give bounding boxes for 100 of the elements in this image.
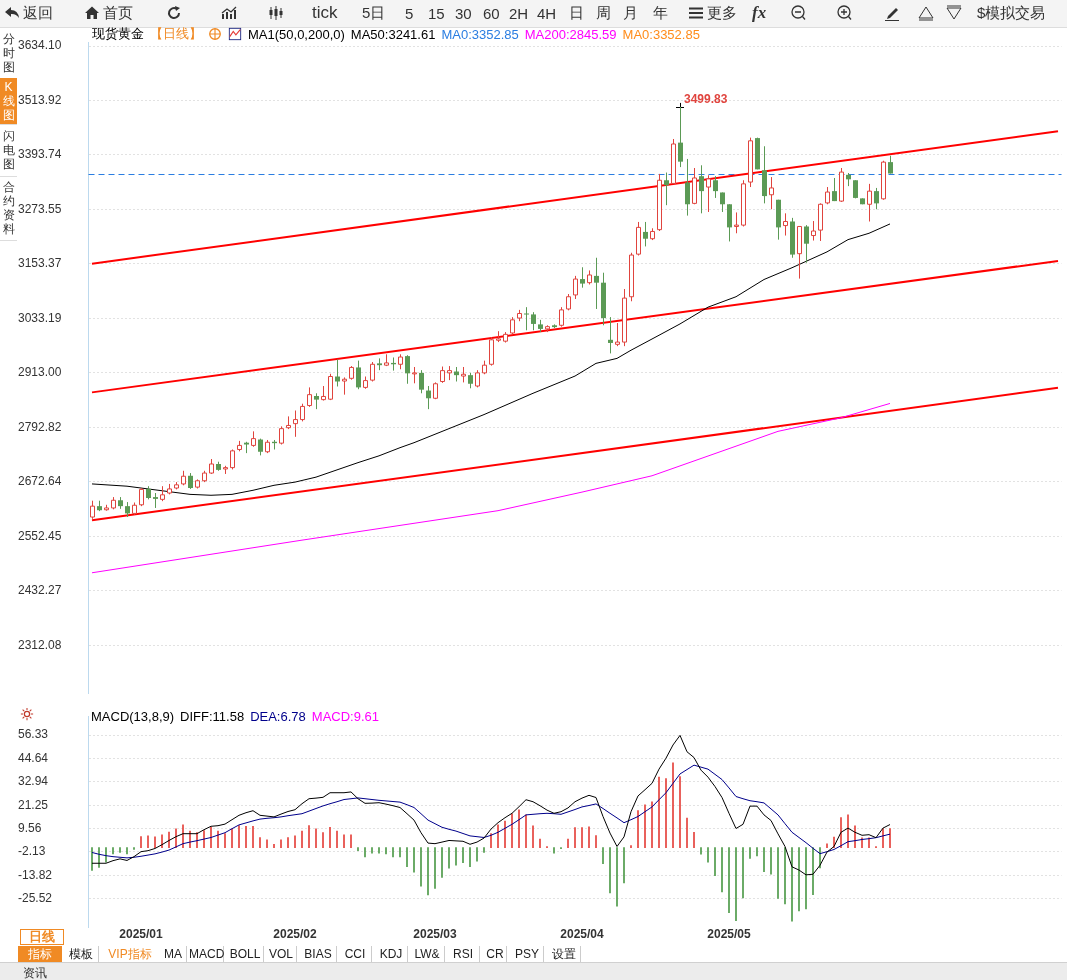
legend-title: MACD(13,8,9) — [91, 708, 175, 724]
text: 设置 — [548, 946, 581, 962]
candlestick — [279, 425, 284, 445]
text: 月 — [623, 3, 638, 23]
x-tick-label: 2025/03 — [413, 926, 458, 941]
y-tick-label: 2312.08 — [18, 637, 62, 652]
text: BIAS — [300, 946, 337, 962]
y-tick-label: 3153.37 — [18, 256, 62, 271]
candlestick — [594, 257, 599, 310]
text: BOLL — [227, 946, 264, 962]
candlestick — [419, 369, 424, 394]
x-tick-label: 2025/05 — [707, 926, 752, 941]
text: 资讯 — [22, 965, 48, 980]
text: 模板 — [64, 946, 99, 962]
candlestick — [685, 158, 690, 217]
chart-title: 现货黄金 — [92, 25, 144, 43]
text: 指标 — [18, 946, 62, 962]
y-tick-label: 21.25 — [18, 797, 49, 812]
candlestick — [405, 354, 410, 385]
text: fx — [752, 3, 767, 23]
text: 日线 — [20, 929, 64, 945]
y-tick-label: 56.33 — [18, 727, 49, 742]
candlestick — [727, 203, 732, 242]
y-tick-label: 2552.45 — [18, 528, 62, 543]
text: 返回 — [23, 3, 53, 23]
text: 分时图 — [2, 32, 15, 74]
text: LW& — [410, 946, 445, 962]
text: 2H — [509, 4, 529, 22]
y-tick-label: 2432.27 — [18, 583, 62, 598]
text: VIP指标 — [107, 946, 153, 962]
legend-title: MA1(50,0,200,0) — [248, 26, 345, 42]
candlestick — [328, 373, 333, 401]
y-tick-label: 3273.55 — [18, 201, 62, 216]
text: KDJ — [375, 946, 408, 962]
y-tick-label: 44.64 — [18, 750, 49, 765]
text: MA — [160, 946, 187, 962]
candlestick — [524, 306, 529, 331]
y-tick-label: -13.82 — [18, 867, 53, 882]
candlestick — [720, 191, 725, 213]
candlestick — [874, 187, 879, 210]
candlestick — [713, 175, 718, 199]
chart-subtitle: 【日线】 — [150, 25, 202, 43]
text: 5 — [405, 4, 414, 22]
text: MA50:3241.61 — [350, 26, 436, 42]
y-tick-label: 3634.10 — [18, 38, 62, 53]
text: 15 — [428, 4, 445, 22]
text: $模拟交易 — [977, 3, 1046, 23]
text: RSI — [447, 946, 480, 962]
candlestick — [307, 386, 312, 408]
text: DIFF:11.58 — [180, 708, 245, 724]
text: 4H — [537, 4, 557, 22]
text: DEA:6.78 — [250, 708, 306, 724]
y-tick-label: 2792.82 — [18, 419, 62, 434]
x-tick-label: 2025/02 — [273, 926, 318, 941]
candlestick — [706, 174, 711, 213]
y-tick-label: -2.13 — [18, 844, 46, 859]
y-tick-label: 2672.64 — [18, 474, 62, 489]
text: MACD — [189, 946, 225, 962]
text: 年 — [653, 3, 668, 23]
candlestick — [664, 172, 669, 206]
text: MA200:2845.59 — [524, 26, 617, 42]
text: CCI — [339, 946, 372, 962]
text: 5日 — [362, 3, 386, 23]
y-tick-label: -25.52 — [18, 890, 53, 905]
text: K线图 — [2, 80, 15, 122]
text: 更多 — [707, 3, 737, 23]
annotation: MACD:9.61 — [311, 708, 379, 724]
candlestick — [559, 306, 564, 328]
text: 闪电图 — [2, 129, 15, 171]
text: VOL — [266, 946, 297, 962]
y-tick-label: 9.56 — [18, 820, 42, 835]
y-tick-label: 3513.92 — [18, 92, 62, 107]
y-tick-label: 3393.74 — [18, 147, 62, 162]
annotation: 3499.83 — [684, 92, 728, 107]
candlestick — [804, 224, 809, 264]
ref-line-label: MA0:3352.85 — [441, 26, 519, 42]
candlestick — [741, 179, 746, 227]
candlestick — [531, 311, 536, 331]
text: 30 — [455, 4, 472, 22]
text: 日 — [569, 3, 584, 23]
y-tick-label: 32.94 — [18, 774, 49, 789]
candlestick — [748, 137, 753, 188]
candlestick — [608, 316, 613, 354]
text: CR — [484, 946, 507, 962]
text: 60 — [483, 4, 500, 22]
candlestick — [699, 164, 704, 214]
y-tick-label: 2913.00 — [18, 365, 62, 380]
x-tick-label: 2025/04 — [560, 926, 605, 941]
candlestick — [580, 266, 585, 289]
candlestick — [356, 360, 361, 390]
candlestick — [426, 385, 431, 410]
text: MA0:3352.85 — [622, 26, 700, 42]
text: 首页 — [103, 3, 133, 23]
candlestick — [489, 336, 494, 367]
text: tick — [312, 3, 338, 23]
text: PSY — [511, 946, 544, 962]
text: 周 — [596, 3, 611, 23]
y-tick-label: 3033.19 — [18, 310, 62, 325]
candlestick — [643, 221, 648, 247]
x-tick-label: 2025/01 — [119, 926, 164, 941]
